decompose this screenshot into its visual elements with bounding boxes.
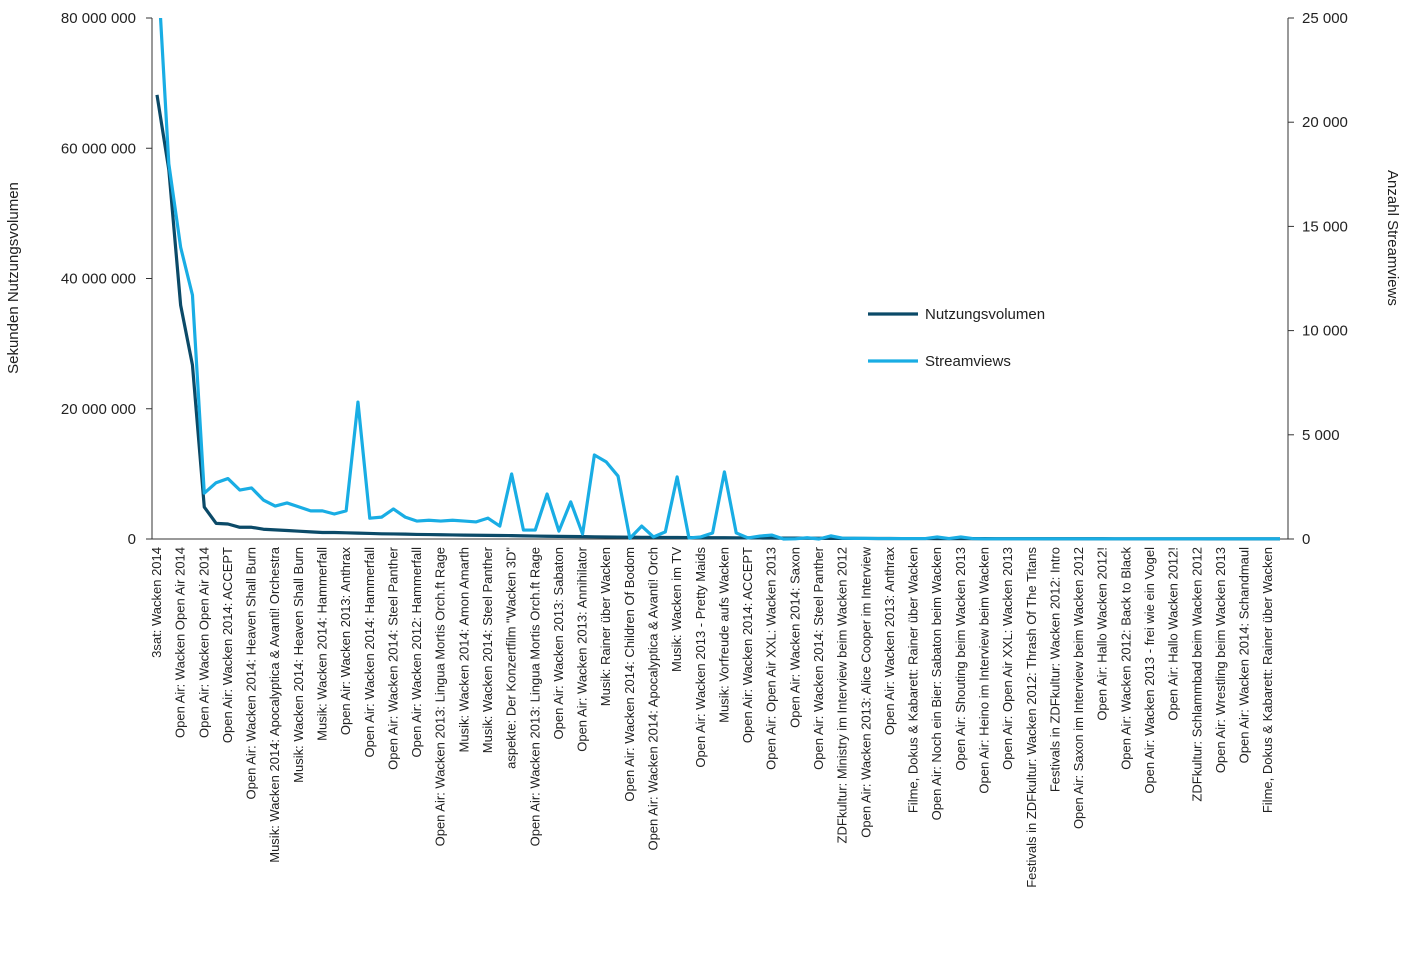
x-tick-label: aspekte: Der Konzertfilm "Wacken 3D" (504, 547, 519, 769)
legend-label: Streamviews (925, 353, 1011, 370)
x-tick-label: Open Air: Hallo Wacken 2012! (1166, 547, 1181, 721)
x-tick-label: Open Air: Wacken Open Air 2014 (196, 547, 211, 738)
x-tick-label: Musik: Wacken 2014: Amon Amarth (456, 547, 471, 752)
y-tick-label: 20 000 000 (61, 401, 136, 418)
x-tick-label: Open Air: Wacken 2014: Hammerfall (362, 547, 377, 758)
y2-tick-label: 25 000 (1302, 10, 1348, 27)
x-tick-label: Festivals in ZDFkultur: Wacken 2012: Int… (1047, 547, 1062, 792)
x-tick-label: Festivals in ZDFkultur: Wacken 2012: Thr… (1024, 547, 1039, 888)
x-tick-label: Open Air: Saxon im Interview beim Wacken… (1071, 547, 1086, 829)
x-tick-label: Open Air: Wacken 2013: Annihilator (575, 546, 590, 751)
x-tick-label: Open Air: Wacken 2014: Saxon (787, 547, 802, 728)
y2-tick-label: 15 000 (1302, 218, 1348, 235)
x-tick-label: Open Air: Heino im Interview beim Wacken (976, 547, 991, 794)
x-tick-label: Open Air: Wacken 2014: Children Of Bodom (622, 547, 637, 802)
x-tick-label: Open Air: Hallo Wacken 2012! (1095, 547, 1110, 721)
x-tick-label: Musik: Wacken 2014: Steel Panther (480, 546, 495, 753)
x-tick-label: Open Air: Open Air XXL: Wacken 2013 (1000, 547, 1015, 770)
y2-tick-label: 0 (1302, 531, 1310, 548)
x-tick-label: Open Air: Wacken 2014: Heaven Shall Burn (244, 547, 259, 799)
plot-area (155, 18, 1281, 541)
x-tick-label: Open Air: Wacken 2014: Apocalyptica & Av… (645, 547, 660, 851)
x-tick-label: Open Air: Wacken 2013 - Pretty Maids (693, 547, 708, 768)
x-tick-label: Open Air: Wacken 2012: Back to Black (1118, 547, 1133, 770)
x-tick-label: Musik: Wacken 2014: Hammerfall (314, 547, 329, 741)
x-tick-label: Musik: Rainer über Wacken (598, 547, 613, 706)
y-axis-title: Sekunden Nutzungsvolumen (5, 182, 22, 374)
x-tick-label: Open Air: Open Air XXL: Wacken 2013 (764, 547, 779, 770)
x-tick-label: Open Air: Noch ein Bier: Sabaton beim Wa… (929, 547, 944, 820)
x-tick-label: Musik: Wacken 2014: Apocalyptica & Avant… (267, 546, 282, 863)
x-tick-label: Open Air: Shouting beim Wacken 2013 (953, 547, 968, 771)
y-tick-label: 80 000 000 (61, 10, 136, 27)
legend-label: Nutzungsvolumen (925, 306, 1045, 323)
y-tick-label: 0 (128, 531, 136, 548)
x-tick-label: Musik: Wacken 2014: Heaven Shall Burn (291, 547, 306, 783)
x-tick-label: ZDFkultur: Ministry im Interview beim Wa… (835, 547, 850, 843)
x-tick-label: Open Air: Wacken 2013: Alice Cooper im I… (858, 546, 873, 837)
x-tick-label: Filme, Dokus & Kabarett: Rainer über Wac… (1260, 547, 1275, 813)
y-tick-label: 40 000 000 (61, 271, 136, 288)
x-tick-label: ZDFkultur: Schlammbad beim Wacken 2012 (1189, 547, 1204, 802)
y2-axis-title: Anzahl Streamviews (1384, 170, 1401, 306)
y2-tick-label: 20 000 (1302, 114, 1348, 131)
series-line (158, 18, 1280, 541)
x-tick-label: Open Air: Wacken 2014: Steel Panther (385, 546, 400, 769)
x-tick-label: Open Air: Wacken 2013: Lingua Mortis Orc… (433, 547, 448, 846)
x-tick-label: Musik: Vorfreude aufs Wacken (716, 547, 731, 723)
x-tick-label: Open Air: Wacken 2012: Hammerfall (409, 547, 424, 758)
x-tick-label: Open Air: Wacken 2014: ACCEPT (740, 547, 755, 743)
x-tick-label: Open Air: Wacken 2013: Sabaton (551, 547, 566, 739)
series-line (155, 94, 1281, 541)
x-tick-label: Open Air: Wacken Open Air 2014 (173, 547, 188, 738)
x-tick-label: Open Air: Wacken 2013: Anthrax (882, 547, 897, 736)
x-tick-label: Open Air: Wacken 2013 - frei wie ein Vog… (1142, 547, 1157, 794)
y2-tick-label: 5 000 (1302, 427, 1340, 444)
x-tick-label: Open Air: Wacken 2014: Steel Panther (811, 546, 826, 769)
x-tick-label: Filme, Dokus & Kabarett: Rainer über Wac… (906, 547, 921, 813)
x-tick-label: Open Air: Wrestling beim Wacken 2013 (1213, 547, 1228, 773)
x-tick-label: Open Air: Wacken 2014: ACCEPT (220, 547, 235, 743)
x-tick-label: Open Air: Wacken 2013: Lingua Mortis Orc… (527, 547, 542, 846)
x-tick-label: 3sat: Wacken 2014 (149, 547, 164, 658)
x-tick-label: Open Air: Wacken 2013: Anthrax (338, 547, 353, 736)
y2-tick-label: 10 000 (1302, 323, 1348, 340)
y-tick-label: 60 000 000 (61, 140, 136, 157)
x-tick-label: Open Air: Wacken 2014: Schandmaul (1237, 547, 1252, 763)
x-tick-label: Musik: Wacken im TV (669, 547, 684, 672)
